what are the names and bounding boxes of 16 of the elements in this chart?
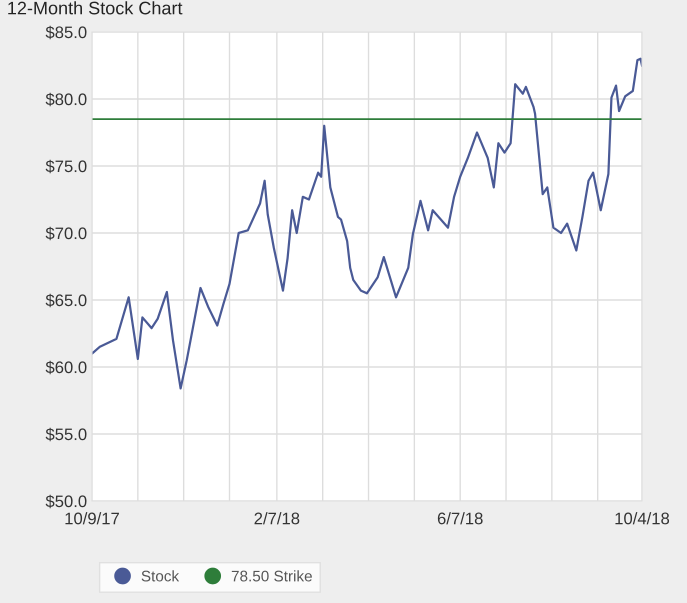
y-tick-label: $70.0 [46, 226, 86, 240]
y-tick-label: $85.0 [46, 26, 86, 40]
legend-label: 78.50 Strike [232, 570, 312, 582]
y-tick-label: $75.0 [46, 160, 86, 174]
x-tick-label: 2/7/18 [254, 512, 300, 524]
line-series [92, 58, 642, 390]
y-tick-label: $80.0 [46, 92, 86, 106]
x-tick-label: 10/9/17 [65, 512, 119, 524]
y-tick-label: $65.0 [46, 294, 86, 308]
legend-label: Stock [142, 570, 180, 582]
y-tick-label: $50.0 [46, 494, 86, 508]
y-tick-label: $60.0 [46, 360, 86, 374]
chart-title: 12-Month Stock Chart [8, 1, 182, 14]
x-tick-label: 6/7/18 [438, 512, 483, 524]
x-tick-label: 10/4/18 [615, 512, 670, 524]
y-tick-label: $55.0 [46, 428, 86, 442]
